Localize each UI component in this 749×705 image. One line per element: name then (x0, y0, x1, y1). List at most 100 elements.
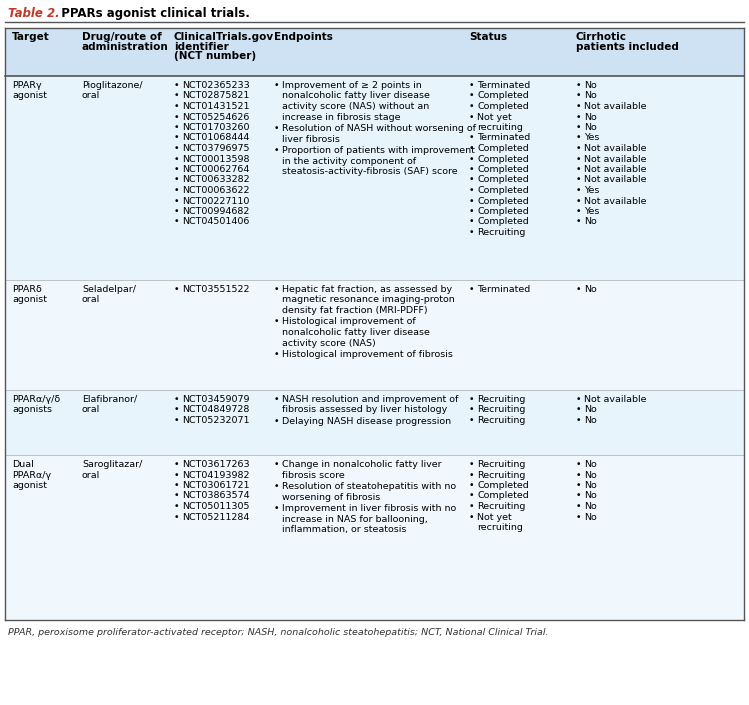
Text: •: • (469, 154, 475, 164)
Text: •: • (576, 218, 581, 226)
Text: •: • (174, 197, 180, 205)
Text: •: • (469, 144, 475, 153)
Text: No: No (584, 218, 597, 226)
Text: NCT03061721: NCT03061721 (182, 481, 249, 490)
Text: •: • (174, 133, 180, 142)
Text: No: No (584, 123, 597, 132)
Text: No: No (584, 405, 597, 415)
Text: Not available: Not available (584, 395, 646, 404)
Text: Not available: Not available (584, 165, 646, 174)
Text: Completed: Completed (477, 102, 529, 111)
Text: •: • (576, 285, 581, 294)
Text: patients included: patients included (576, 42, 679, 51)
Text: •: • (576, 81, 581, 90)
Text: •: • (576, 113, 581, 121)
Text: •: • (469, 165, 475, 174)
Text: Completed: Completed (477, 218, 529, 226)
Text: Seladelpar/: Seladelpar/ (82, 285, 136, 294)
Text: NCT01068444: NCT01068444 (182, 133, 249, 142)
Text: •: • (174, 123, 180, 132)
Text: Terminated: Terminated (477, 81, 530, 90)
Text: NCT04501406: NCT04501406 (182, 218, 249, 226)
Text: increase in fibrosis stage: increase in fibrosis stage (282, 113, 401, 121)
Text: Completed: Completed (477, 207, 529, 216)
Text: Drug/route of: Drug/route of (82, 32, 162, 42)
Text: NCT00227110: NCT00227110 (182, 197, 249, 205)
Text: Completed: Completed (477, 197, 529, 205)
Text: NCT03617263: NCT03617263 (182, 460, 249, 469)
Text: •: • (174, 470, 180, 479)
Text: •: • (174, 154, 180, 164)
Text: •: • (576, 102, 581, 111)
Text: NCT02365233: NCT02365233 (182, 81, 249, 90)
Text: agonists: agonists (12, 405, 52, 415)
Text: •: • (174, 513, 180, 522)
Text: NCT00633282: NCT00633282 (182, 176, 249, 185)
Text: Recruiting: Recruiting (477, 460, 525, 469)
Text: Recruiting: Recruiting (477, 395, 525, 404)
Text: •: • (274, 417, 279, 426)
Text: Terminated: Terminated (477, 285, 530, 294)
Text: Improvement of ≥ 2 points in: Improvement of ≥ 2 points in (282, 81, 422, 90)
Text: •: • (274, 395, 279, 404)
Text: worsening of fibrosis: worsening of fibrosis (282, 493, 380, 501)
Text: •: • (174, 405, 180, 415)
Text: Completed: Completed (477, 154, 529, 164)
Text: •: • (576, 405, 581, 415)
Text: Not available: Not available (584, 197, 646, 205)
Text: •: • (576, 186, 581, 195)
Text: Recruiting: Recruiting (477, 502, 525, 511)
Text: Recruiting: Recruiting (477, 416, 525, 425)
Text: Completed: Completed (477, 92, 529, 101)
Text: activity score (NAS) without an: activity score (NAS) without an (282, 102, 429, 111)
Text: PPARγ: PPARγ (12, 81, 42, 90)
Text: Yes: Yes (584, 207, 599, 216)
Text: Yes: Yes (584, 186, 599, 195)
Text: •: • (174, 176, 180, 185)
Text: agonist: agonist (12, 92, 47, 101)
Text: Not available: Not available (584, 102, 646, 111)
Text: Completed: Completed (477, 144, 529, 153)
Text: Not yet: Not yet (477, 513, 512, 522)
Text: •: • (576, 165, 581, 174)
Text: oral: oral (82, 295, 100, 305)
Text: •: • (174, 491, 180, 501)
Bar (5, 76, 744, 280)
Text: •: • (576, 154, 581, 164)
Text: NCT03551522: NCT03551522 (182, 285, 249, 294)
Text: Not available: Not available (584, 176, 646, 185)
Text: •: • (469, 81, 475, 90)
Text: No: No (584, 502, 597, 511)
Text: PPARα/γ: PPARα/γ (12, 470, 51, 479)
Text: fibrosis score: fibrosis score (282, 470, 345, 479)
Text: •: • (469, 395, 475, 404)
Text: NASH resolution and improvement of: NASH resolution and improvement of (282, 395, 458, 404)
Text: oral: oral (82, 470, 100, 479)
Text: Hepatic fat fraction, as assessed by: Hepatic fat fraction, as assessed by (282, 285, 452, 294)
Text: density fat fraction (MRI-PDFF): density fat fraction (MRI-PDFF) (282, 306, 428, 315)
Text: Delaying NASH disease progression: Delaying NASH disease progression (282, 417, 451, 426)
Text: •: • (576, 481, 581, 490)
Text: NCT01431521: NCT01431521 (182, 102, 249, 111)
Text: No: No (584, 481, 597, 490)
Text: Dual: Dual (12, 460, 34, 469)
Text: Resolution of steatohepatitis with no: Resolution of steatohepatitis with no (282, 482, 456, 491)
Bar (5, 455, 744, 620)
Text: No: No (584, 470, 597, 479)
Text: steatosis-activity-fibrosis (SAF) score: steatosis-activity-fibrosis (SAF) score (282, 167, 458, 176)
Text: in the activity component of: in the activity component of (282, 157, 416, 166)
Text: NCT00013598: NCT00013598 (182, 154, 249, 164)
Text: •: • (576, 491, 581, 501)
Text: •: • (576, 133, 581, 142)
Text: Not yet: Not yet (477, 113, 512, 121)
Text: •: • (274, 81, 279, 90)
Text: No: No (584, 416, 597, 425)
Text: Recruiting: Recruiting (477, 470, 525, 479)
Text: •: • (174, 186, 180, 195)
Text: nonalcoholic fatty liver disease: nonalcoholic fatty liver disease (282, 92, 430, 101)
Text: Resolution of NASH without worsening of: Resolution of NASH without worsening of (282, 124, 476, 133)
Bar (5, 28, 744, 620)
Text: Completed: Completed (477, 165, 529, 174)
Text: liver fibrosis: liver fibrosis (282, 135, 340, 144)
Text: •: • (274, 350, 279, 359)
